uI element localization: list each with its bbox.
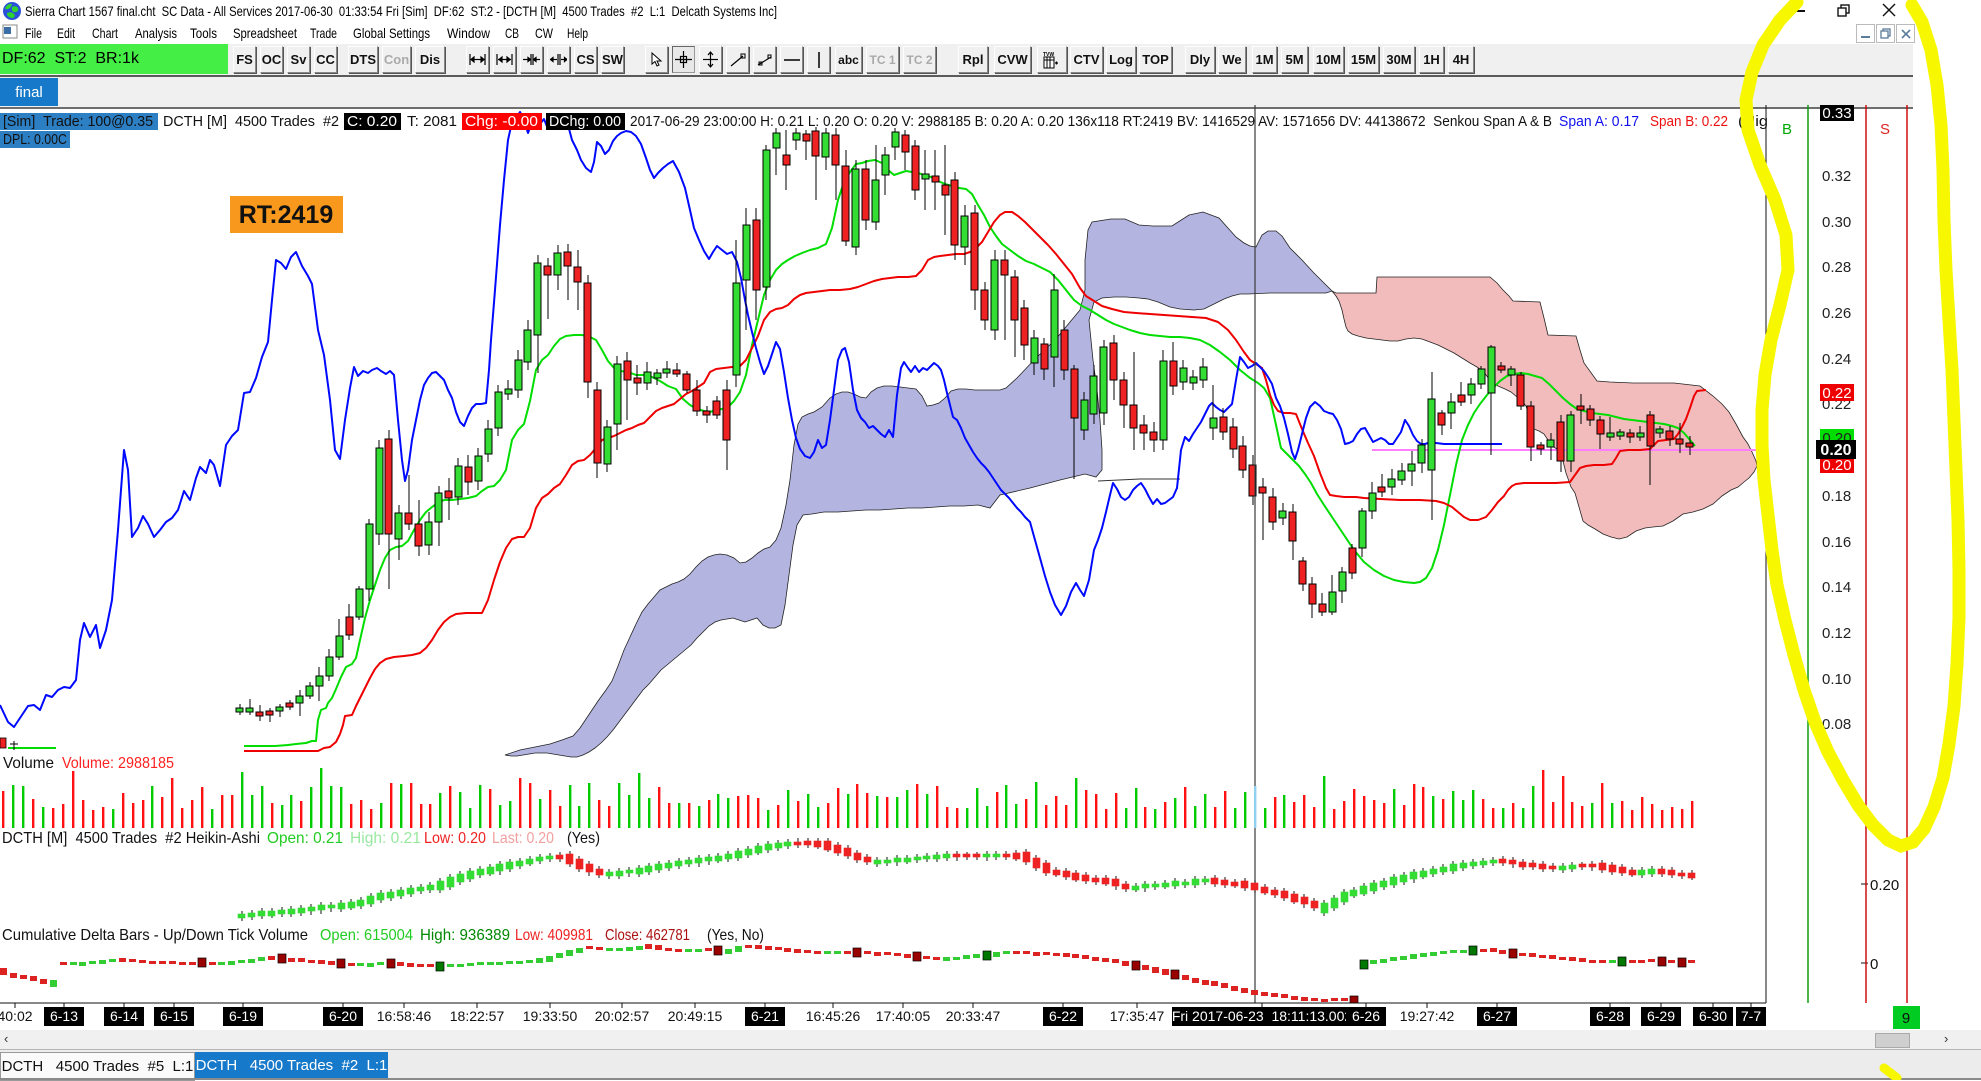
svg-text:0.33: 0.33: [1822, 105, 1851, 122]
svg-text:Cumulative Delta Bars - Up/Dow: Cumulative Delta Bars - Up/Down Tick Vol…: [2, 927, 308, 944]
svg-text:Last: 0.20: Last: 0.20: [492, 830, 554, 847]
svg-text:0.20: 0.20: [1820, 442, 1851, 459]
svg-text:B: B: [1782, 121, 1792, 138]
svg-text:0.28: 0.28: [1822, 259, 1851, 276]
svg-text:9: 9: [1902, 1010, 1910, 1027]
svg-text:DPL: 0.00C: DPL: 0.00C: [3, 131, 67, 148]
svg-text:RT:2419: RT:2419: [239, 201, 334, 229]
svg-text:0.08: 0.08: [1822, 716, 1851, 733]
svg-text:6-14: 6-14: [110, 1008, 138, 1024]
svg-text:Analysis: Analysis: [135, 25, 177, 41]
svg-text:6-29: 6-29: [1647, 1008, 1675, 1024]
svg-text:0.32: 0.32: [1822, 168, 1851, 185]
svg-text:18:22:57: 18:22:57: [450, 1008, 505, 1024]
svg-text:DChg: 0.00: DChg: 0.00: [549, 113, 621, 130]
svg-text:Low: 0.20: Low: 0.20: [424, 830, 486, 847]
svg-text:6-27: 6-27: [1483, 1008, 1511, 1024]
svg-text:Edit: Edit: [57, 25, 75, 41]
svg-text:0.12: 0.12: [1822, 625, 1851, 642]
svg-text:6-22: 6-22: [1049, 1008, 1077, 1024]
svg-text:20:49:15: 20:49:15: [668, 1008, 723, 1024]
svg-text:High: 0.21: High: 0.21: [350, 830, 421, 847]
svg-text:CB: CB: [505, 25, 519, 41]
svg-text:Close: 462781: Close: 462781: [605, 927, 690, 944]
svg-text:19:33:50: 19:33:50: [523, 1008, 578, 1024]
svg-text:6-19: 6-19: [229, 1008, 257, 1024]
svg-text:2017-06-29 23:00:00 H: 0.21 L:: 2017-06-29 23:00:00 H: 0.21 L: 0.20 O: 0…: [630, 113, 1552, 130]
svg-text:0.24: 0.24: [1822, 351, 1851, 368]
svg-text:S: S: [1880, 121, 1890, 138]
svg-text:T: 2081: T: 2081: [407, 113, 457, 130]
svg-text:Low: 409981: Low: 409981: [515, 927, 593, 944]
svg-text:40:02: 40:02: [0, 1008, 33, 1024]
svg-text:C: 0.20: C: 0.20: [347, 113, 397, 130]
svg-text:Chart: Chart: [92, 25, 118, 41]
svg-text:Trade: Trade: [310, 25, 337, 41]
svg-text:6-15: 6-15: [160, 1008, 188, 1024]
svg-text:20:02:57: 20:02:57: [595, 1008, 650, 1024]
svg-text:Window: Window: [447, 25, 491, 41]
svg-text:6-20: 6-20: [329, 1008, 357, 1024]
svg-text:Help: Help: [567, 25, 588, 41]
svg-text:Fri 2017-06-23 18:11:13.002: Fri 2017-06-23 18:11:13.002: [1172, 1008, 1353, 1024]
svg-text:0.10: 0.10: [1822, 671, 1851, 688]
svg-text:File: File: [25, 25, 42, 41]
svg-text:6-28: 6-28: [1596, 1008, 1624, 1024]
svg-text:0.20: 0.20: [1870, 877, 1899, 894]
svg-text:Span B: 0.22: Span B: 0.22: [1650, 113, 1728, 130]
svg-text:Volume: 2988185: Volume: 2988185: [62, 755, 174, 772]
svg-text:6-26: 6-26: [1352, 1008, 1380, 1024]
svg-text:0.22: 0.22: [1822, 385, 1851, 402]
svg-text:0.14: 0.14: [1822, 579, 1851, 596]
svg-text:(Yes, No): (Yes, No): [707, 927, 764, 944]
svg-text:High: 936389: High: 936389: [420, 927, 510, 944]
svg-text:(Yes): (Yes): [567, 830, 600, 847]
svg-text:0.30: 0.30: [1822, 214, 1851, 231]
svg-text:6-13: 6-13: [50, 1008, 78, 1024]
svg-text:16:58:46: 16:58:46: [377, 1008, 432, 1024]
svg-text:Open: 0.21: Open: 0.21: [267, 830, 343, 847]
svg-text:Tools: Tools: [190, 25, 217, 41]
svg-text:Volume: Volume: [3, 755, 54, 772]
svg-text:Chg: -0.00: Chg: -0.00: [465, 113, 538, 130]
svg-text:DCTH [M] 4500 Trades #2 Heik: DCTH [M] 4500 Trades #2 Heikin-Ashi: [2, 830, 260, 847]
svg-text:Spreadsheet: Spreadsheet: [233, 25, 297, 41]
svg-text:(Hig: (Hig: [1738, 113, 1768, 130]
svg-text:6-21: 6-21: [751, 1008, 779, 1024]
svg-text:Global Settings: Global Settings: [353, 25, 430, 41]
svg-text:19:27:42: 19:27:42: [1400, 1008, 1455, 1024]
svg-text:16:45:26: 16:45:26: [806, 1008, 861, 1024]
svg-text:Open: 615004: Open: 615004: [320, 927, 413, 944]
svg-text:0.18: 0.18: [1822, 488, 1851, 505]
svg-text:17:40:05: 17:40:05: [876, 1008, 931, 1024]
svg-text:0.16: 0.16: [1822, 534, 1851, 551]
svg-text:0.20: 0.20: [1822, 457, 1851, 474]
svg-text:7-7: 7-7: [1741, 1008, 1761, 1024]
svg-text:TVW: TVW: [1043, 52, 1054, 58]
svg-text:DCTH [M] 4500 Trades #2: DCTH [M] 4500 Trades #2: [163, 113, 339, 130]
svg-text:6-30: 6-30: [1699, 1008, 1727, 1024]
svg-text:17:35:47: 17:35:47: [1110, 1008, 1165, 1024]
svg-text:0.26: 0.26: [1822, 305, 1851, 322]
svg-text:20:33:47: 20:33:47: [946, 1008, 1001, 1024]
svg-text:Span A: 0.17: Span A: 0.17: [1559, 113, 1639, 130]
svg-text:Sierra Chart 1567 final.cht S: Sierra Chart 1567 final.cht SC Data - Al…: [25, 3, 777, 19]
svg-text:[Sim] Trade: 100@0.35: [Sim] Trade: 100@0.35: [3, 113, 153, 130]
svg-text:CW: CW: [535, 25, 554, 41]
svg-text:0: 0: [1870, 956, 1878, 973]
